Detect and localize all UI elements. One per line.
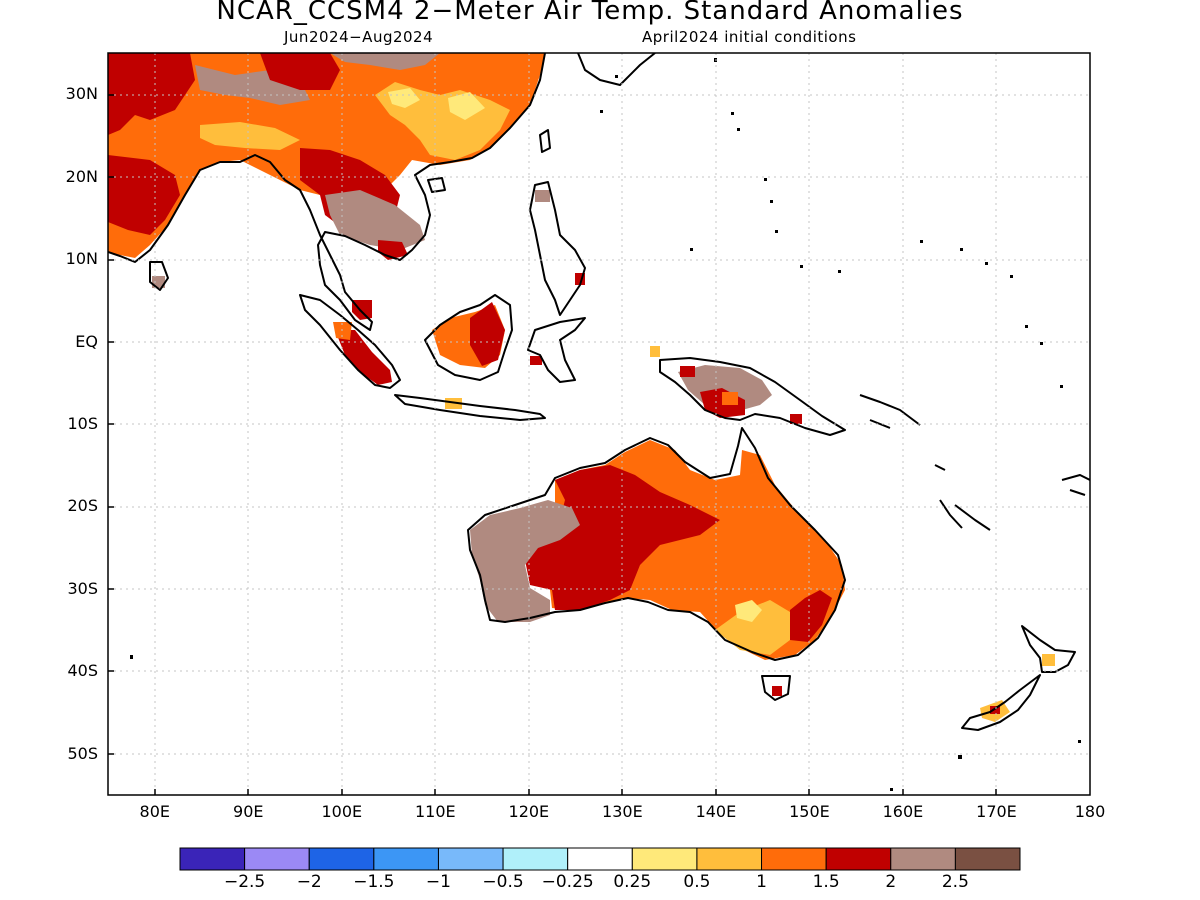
nz-south-coastline (961, 674, 1041, 731)
newguinea-anomaly-orange (722, 392, 738, 405)
asia-anomaly-yellow-band (200, 122, 300, 150)
map-title: NCAR_CCSM4 2−Meter Air Temp. Standard An… (216, 0, 964, 26)
australia-anomaly-taupe (470, 500, 580, 622)
lat-label: EQ (75, 331, 98, 351)
srilanka-coastline (149, 261, 169, 291)
hainan-coastline (427, 177, 446, 193)
newguinea-anomaly-darkred-west (680, 366, 695, 377)
asia-coastline (108, 53, 546, 331)
colorbar-swatch (308, 847, 375, 871)
fiji-islands (1061, 474, 1090, 496)
nz-north-anomaly (1042, 654, 1055, 666)
lon-label: 150E (789, 802, 830, 821)
colorbar-swatch (244, 847, 310, 871)
colorbar-label: 1.5 (812, 872, 840, 892)
australia-coastline (467, 427, 846, 661)
colorbar-label: −2 (296, 872, 322, 892)
colorbar-label: 0.5 (683, 872, 711, 892)
lon-label: 120E (508, 802, 550, 821)
lon-label: 80E (139, 802, 170, 821)
colorbar-swatch (890, 847, 956, 871)
newguinea-coastline (659, 357, 846, 436)
lat-label: 10S (67, 414, 98, 433)
axis-ticks (108, 94, 997, 795)
colorbar-swatch (696, 847, 763, 871)
colorbar-label: −2.5 (223, 872, 266, 892)
newguinea-anomaly-taupe (678, 365, 772, 412)
australia-anomaly-darkred-se (790, 590, 832, 642)
colorbar-label: −1.5 (353, 872, 395, 892)
asia-anomaly-lightyellow-b (448, 92, 485, 120)
sumatra-coastline (299, 294, 401, 389)
asia-anomaly-taupe-indochina (325, 190, 425, 250)
borneo-anomaly-darkred (470, 302, 505, 366)
colorbar (179, 847, 1021, 871)
lat-label: 50S (67, 743, 98, 763)
coastlines (108, 53, 1090, 731)
colorbar-swatch (502, 847, 569, 871)
new-caledonia (954, 504, 991, 531)
lat-label: 30S (67, 578, 98, 598)
sulawesi-coastline (527, 317, 586, 383)
lon-label: 130E (602, 802, 643, 821)
colorbar-swatch (567, 847, 633, 871)
lat-label: 20S (67, 496, 98, 516)
philippines-coastline (529, 181, 586, 316)
gridlines (108, 53, 1090, 795)
initial-conditions: April2024 initial conditions (642, 28, 857, 46)
taiwan-anomaly (535, 190, 550, 202)
java-coastline (394, 394, 546, 421)
asia-anomaly-darkred-north (260, 53, 340, 90)
lon-label: 140E (695, 802, 737, 821)
java-anomaly (445, 398, 462, 409)
asia-anomaly-darkred-west (108, 53, 195, 135)
taiwan-coastline (539, 129, 551, 153)
lat-label: 40S (67, 661, 98, 681)
colorbar-label: −0.5 (482, 872, 524, 892)
colorbar-swatch (761, 847, 827, 871)
vanuatu-islands (934, 464, 963, 529)
borneo-coastline (424, 294, 513, 381)
australia-anomaly-lightyellow (735, 600, 762, 622)
asia-anomaly-taupe-ne (330, 53, 440, 70)
solomon-islands (859, 394, 921, 429)
colorbar-label: −0.25 (541, 872, 594, 892)
tasmania-coastline (761, 675, 791, 701)
australia-anomaly-yellow (715, 600, 790, 655)
colorbar-swatch (437, 847, 504, 871)
lon-label: 160E (882, 802, 924, 821)
colorbar-swatch (825, 847, 892, 871)
lon-label: 90E (233, 802, 264, 821)
sulawesi-anomaly (530, 356, 542, 365)
colorbar-swatch (954, 847, 1021, 871)
australia-anomaly-darkred (525, 465, 720, 610)
lon-label: 110E (415, 802, 456, 821)
sumatra-anomaly-b (335, 330, 392, 385)
colorbar-swatch (373, 847, 439, 871)
colorbar-swatch (179, 847, 246, 871)
colorbar-swatch (631, 847, 698, 871)
asia-anomaly-lightyellow-a (388, 88, 420, 108)
japan-coastline (577, 53, 656, 86)
colorbar-label: 0.25 (613, 872, 652, 892)
forecast-period: Jun2024−Aug2024 (284, 28, 434, 46)
colorbar-label: 1 (756, 872, 767, 892)
lat-label: 20N (65, 166, 98, 186)
lon-label: 100E (321, 802, 363, 821)
colorbar-label: 2.5 (941, 872, 969, 892)
asia-anomaly-darkred-india (108, 155, 180, 235)
lon-label: 180 (1074, 802, 1106, 821)
lat-label: 10N (65, 249, 98, 269)
tasmania-anomaly (772, 686, 782, 696)
colorbar-label: 2 (885, 872, 897, 892)
lon-label: 170E (976, 802, 1017, 821)
nz-north-coastline (1021, 625, 1076, 673)
newguinea-anomaly-darkred-east (790, 414, 802, 424)
colorbar-label: −1 (425, 872, 451, 892)
moluccas-anomaly (650, 346, 660, 357)
lat-label: 30N (65, 84, 98, 104)
anomaly-field (108, 53, 1055, 722)
